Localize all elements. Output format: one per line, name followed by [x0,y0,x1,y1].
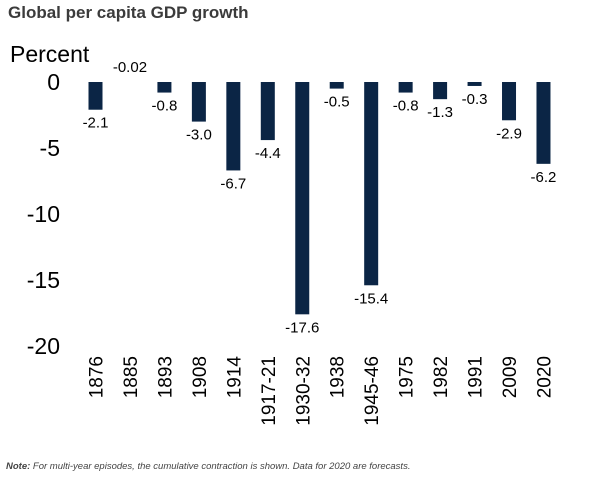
x-tick-label: 2020 [534,356,555,398]
bar [226,82,241,171]
data-label: -15.4 [354,290,388,307]
x-tick-label: 1876 [87,356,108,398]
x-tick-label: 1945-46 [362,356,383,426]
x-tick-label: 1991 [466,356,487,398]
y-tick-label: -10 [27,201,60,227]
x-axis-tick-labels: 1876 1885 1893 1908 1914 1917-21 1930-32 1938 19… [87,356,556,426]
bar [433,82,448,100]
bar [467,82,482,86]
footnote: Note: For multi-year episodes, the cumul… [6,461,410,472]
data-label: -4.4 [255,145,281,162]
y-tick-label: -15 [27,267,60,293]
x-tick-label: 1917-21 [259,356,280,426]
x-tick-label: 1975 [397,356,418,398]
data-label: -6.7 [220,175,246,192]
bar [260,82,275,141]
x-tick-label: 1982 [431,356,452,398]
bar [536,82,551,164]
data-label: -6.2 [531,169,557,186]
x-tick-label: 1893 [155,356,176,398]
data-label: -3.0 [186,127,212,144]
bar [157,82,172,93]
bar [88,82,103,110]
data-label: -2.9 [496,125,522,142]
data-label: -0.8 [393,98,419,115]
x-tick-label: 2009 [500,356,521,398]
chart-title: Global per capita GDP growth [8,3,249,22]
bar [191,82,206,122]
bar [329,82,344,89]
x-tick-label: 1885 [121,356,142,398]
x-tick-label: 1914 [224,356,245,399]
data-label: -17.6 [285,319,319,336]
data-label: -2.1 [83,115,109,132]
data-label: -0.3 [462,91,488,108]
data-label: -1.3 [427,104,453,121]
data-label: -0.8 [151,98,177,115]
bar [295,82,310,315]
bar-series [88,82,551,315]
bar [398,82,413,93]
note-prefix: Note: [6,461,31,472]
x-tick-label: 1938 [328,356,349,398]
bar [364,82,379,286]
data-label: -0.02 [113,59,147,76]
data-labels: -2.1 -0.02 -0.8 -3.0 -6.7 -4.4 -17.6 -0.5 -15.4 -… [83,59,557,336]
y-axis-ticks: 0 -5 -10 -15 -20 [27,69,60,359]
y-tick-label: -20 [27,333,60,359]
bar [502,82,517,121]
note-text: For multi-year episodes, the cumulative … [32,461,411,472]
y-tick-label: -5 [40,135,60,161]
x-tick-label: 1908 [190,356,211,398]
y-tick-label: 0 [47,69,60,95]
x-tick-label: 1930-32 [293,356,314,426]
data-label: -0.5 [324,94,350,111]
y-axis-label: Percent [10,41,90,67]
